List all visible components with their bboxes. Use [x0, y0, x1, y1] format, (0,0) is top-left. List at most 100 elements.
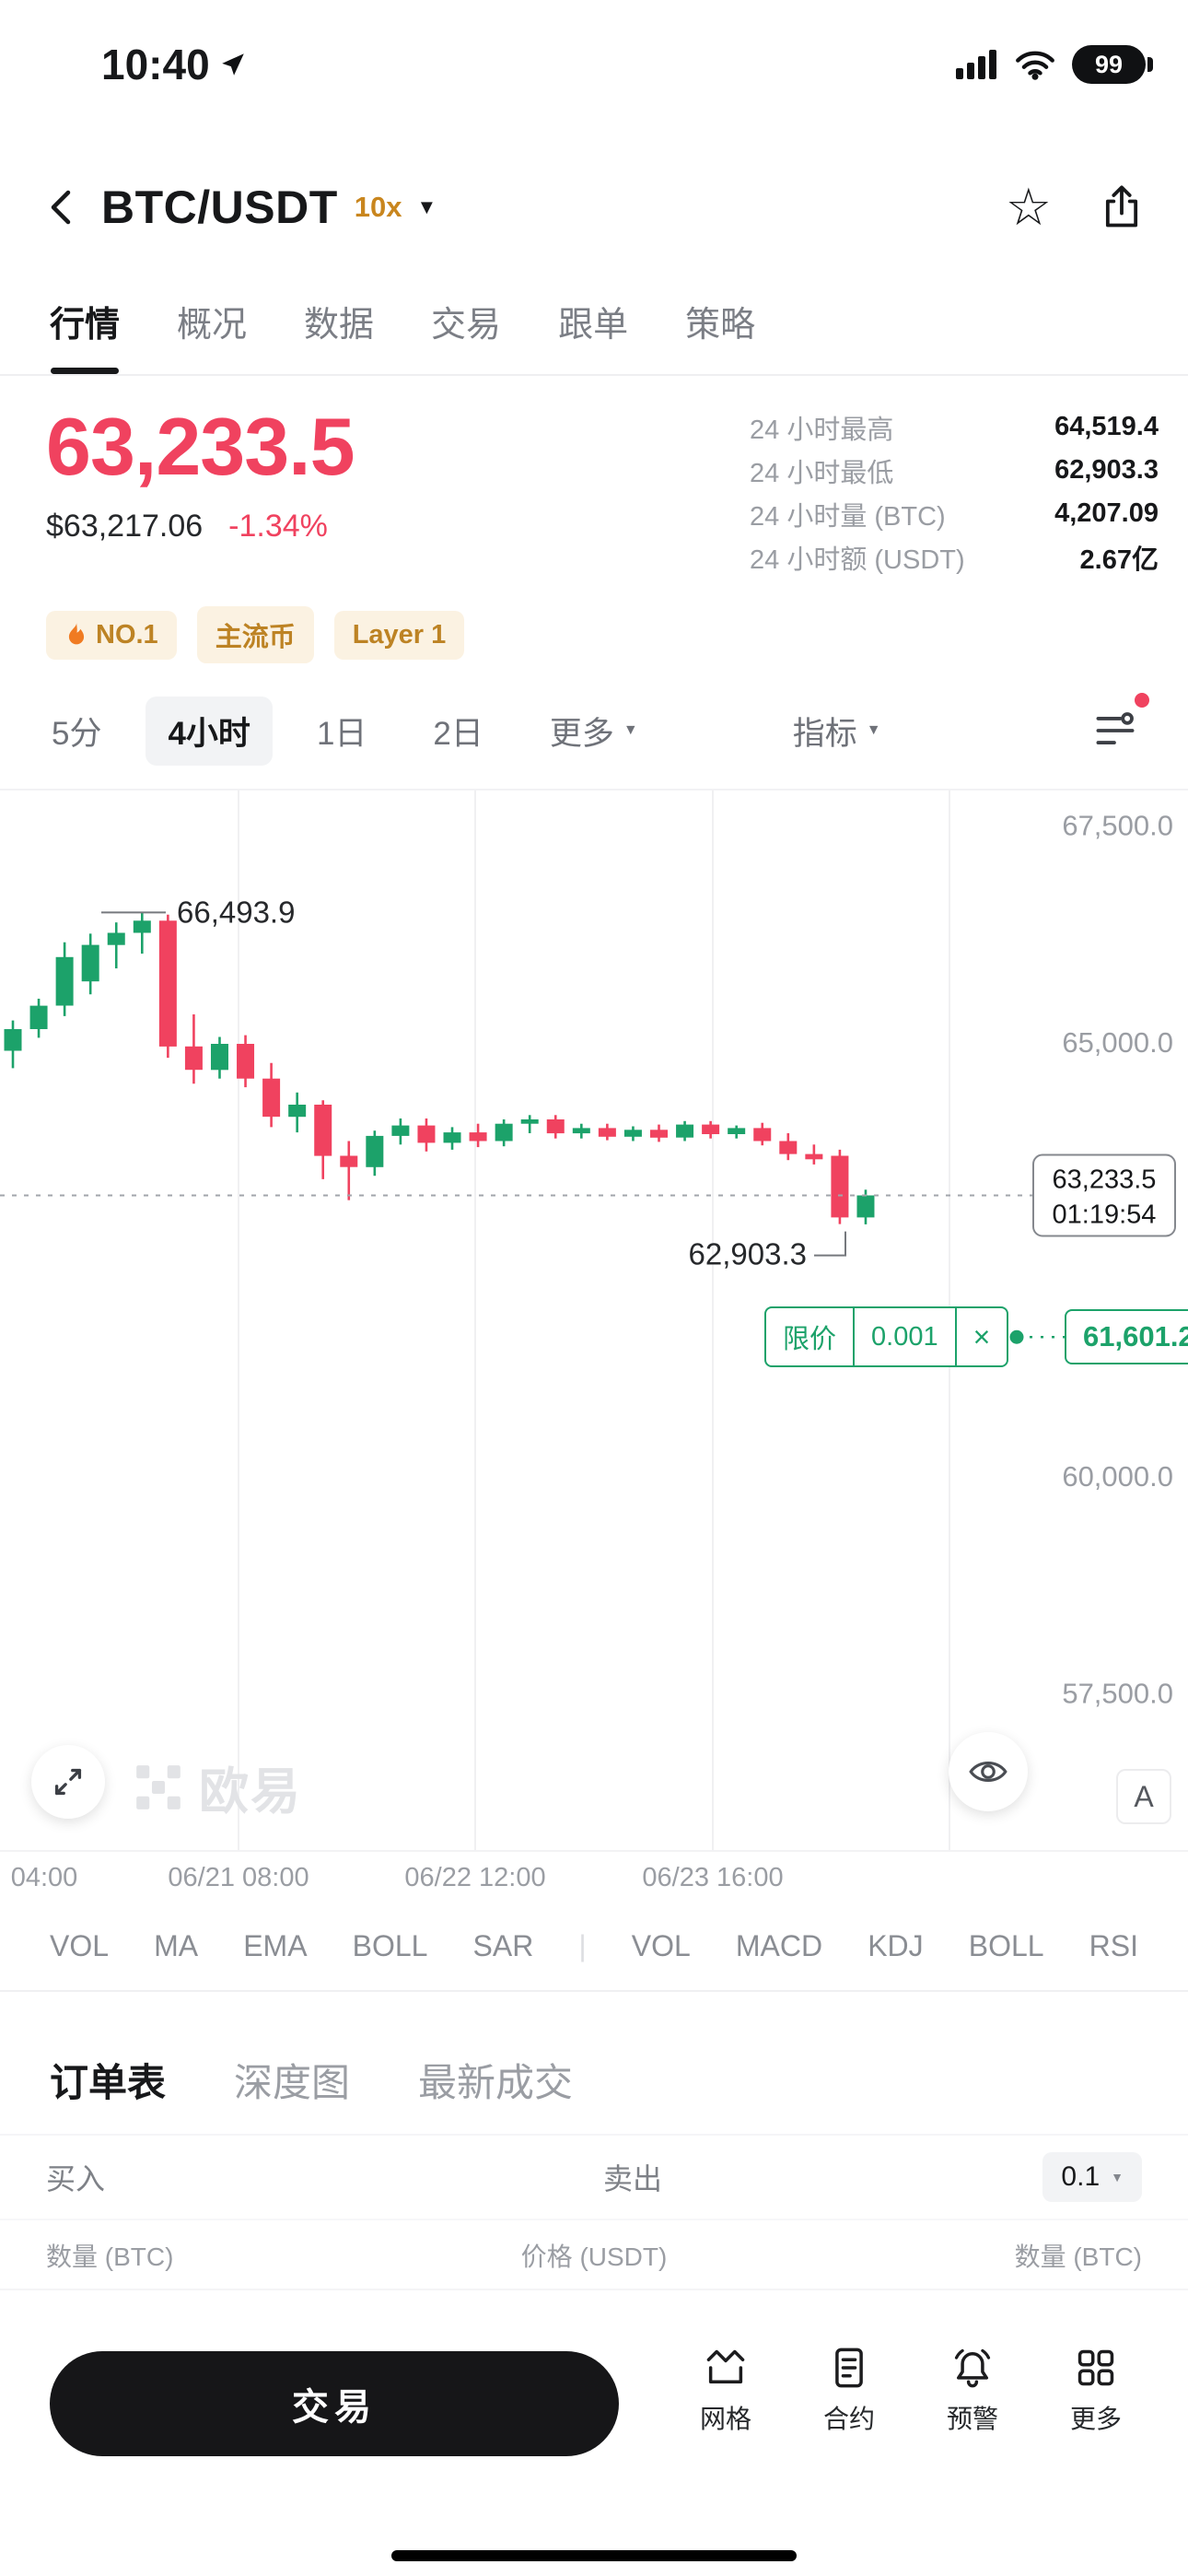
cellular-signal-icon	[956, 50, 998, 79]
alert-bell-icon	[950, 2346, 995, 2390]
indicator-ema[interactable]: EMA	[243, 1928, 308, 1962]
order-price-tag[interactable]: 61,601.2	[1065, 1309, 1188, 1365]
pair-dropdown-icon[interactable]: ▼	[416, 195, 437, 218]
tab-depth-chart[interactable]: 深度图	[234, 2060, 351, 2104]
indicator-kdj[interactable]: KDJ	[868, 1928, 924, 1962]
tick-size-value: 0.1	[1061, 2161, 1101, 2192]
indicator-boll-main[interactable]: BOLL	[352, 1928, 428, 1962]
svg-text:57,500.0: 57,500.0	[1062, 1678, 1173, 1710]
chevron-down-icon: ▼	[866, 722, 881, 738]
category-badge-layer1[interactable]: Layer 1	[333, 610, 465, 660]
chart-canvas[interactable]: 67,500.0 65,000.0 60,000.0 57,500.0 66,493.9…	[0, 790, 1188, 1850]
share-icon[interactable]	[1100, 183, 1144, 231]
trade-button[interactable]: 交易	[50, 2351, 619, 2456]
tab-quotes[interactable]: 行情	[50, 267, 120, 374]
home-indicator[interactable]	[391, 2550, 797, 2561]
leverage-badge: 10x	[354, 191, 402, 223]
indicator-vol-sub[interactable]: VOL	[631, 1928, 691, 1962]
tab-data[interactable]: 数据	[304, 305, 375, 345]
tab-order-book[interactable]: 订单表	[50, 2060, 167, 2104]
fullscreen-chart-button[interactable]	[31, 1745, 105, 1819]
alert-label: 预警	[946, 2405, 998, 2433]
stat-value: 62,903.3	[1054, 455, 1159, 485]
tab-overview[interactable]: 概况	[177, 305, 248, 345]
timeframe-bar: 5分 4小时 1日 2日 更多 ▼ 指标 ▼	[0, 673, 1188, 790]
24h-stats: 24 小时最高 64,519.4 24 小时最低 62,903.3 24 小时量 (…	[750, 405, 1159, 597]
header: BTC/USDT 10x ▼ ☆	[0, 111, 1188, 267]
favorite-star-icon[interactable]: ☆	[1005, 178, 1052, 236]
tf-more-label: 更多	[549, 715, 614, 752]
indicator-quick-bar: VOL MA EMA BOLL SAR | VOL MACD KDJ BOLL …	[0, 1902, 1188, 1990]
tab-recent-trades[interactable]: 最新成交	[418, 2060, 574, 2104]
indicator-sar[interactable]: SAR	[472, 1928, 534, 1962]
order-type-label: 限价	[783, 1325, 837, 1355]
bottom-action-bar: 交易 网格 合约	[0, 2290, 1188, 2576]
pair-title[interactable]: BTC/USDT	[101, 181, 338, 233]
alert-button[interactable]: 预警	[917, 2346, 1028, 2436]
indicator-dropdown[interactable]: 指标 ▼	[793, 708, 881, 755]
back-button[interactable]	[37, 181, 88, 233]
grid-trading-label: 网格	[699, 2405, 751, 2433]
contract-label: 合约	[822, 2405, 875, 2433]
tf-more-dropdown[interactable]: 更多 ▼	[550, 708, 638, 755]
tf-2d[interactable]: 2日	[433, 715, 483, 752]
tab-strategy[interactable]: 策略	[685, 305, 756, 345]
more-grid-icon	[1074, 2346, 1118, 2390]
auto-scale-badge[interactable]: A	[1116, 1769, 1171, 1824]
stat-value: 4,207.09	[1054, 498, 1159, 528]
stat-label: 24 小时量 (BTC)	[750, 501, 946, 532]
indicator-boll-sub[interactable]: BOLL	[968, 1928, 1044, 1962]
open-order-widget[interactable]: 限价 0.001 ×	[764, 1306, 1009, 1368]
divider: |	[578, 1928, 587, 1962]
watermark-text: 欧易	[199, 1764, 302, 1820]
indicator-rsi[interactable]: RSI	[1089, 1928, 1138, 1962]
candlestick-chart[interactable]: 67,500.0 65,000.0 60,000.0 57,500.0 66,493.9…	[0, 790, 1188, 1902]
tf-1d[interactable]: 1日	[316, 715, 367, 752]
notification-dot	[1135, 693, 1149, 708]
visibility-toggle-button[interactable]	[949, 1732, 1028, 1811]
chart-x-axis: 04:00 06/21 08:00 06/22 12:00 06/23 16:00	[0, 1850, 1188, 1902]
tf-4h[interactable]: 4小时	[146, 696, 273, 766]
tab-copy-trading[interactable]: 跟单	[558, 305, 629, 345]
x-axis-label: 04:00	[10, 1863, 78, 1892]
chart-settings-button[interactable]	[1083, 693, 1149, 763]
okx-logo-icon	[134, 1763, 182, 1811]
orderbook-tabs: 订单表 深度图 最新成交	[0, 2025, 1188, 2134]
indicator-vol-main[interactable]: VOL	[50, 1928, 110, 1962]
tf-5min[interactable]: 5分	[52, 715, 102, 752]
sell-side-label: 卖出	[603, 2162, 663, 2195]
indicator-macd[interactable]: MACD	[735, 1928, 823, 1962]
category-badge-mainstream[interactable]: 主流币	[196, 606, 314, 663]
chevron-down-icon: ▼	[623, 722, 638, 738]
chevron-down-icon: ▼	[1111, 2170, 1124, 2184]
contract-icon	[827, 2346, 871, 2390]
more-button[interactable]: 更多	[1041, 2346, 1151, 2436]
location-arrow-icon	[219, 51, 247, 78]
indicator-ma[interactable]: MA	[154, 1928, 199, 1962]
col-amount-left: 数量 (BTC)	[46, 2242, 174, 2271]
contract-button[interactable]: 合约	[794, 2346, 904, 2436]
orderbook-side-header: 买入 卖出 0.1 ▼	[0, 2134, 1188, 2219]
stat-label: 24 小时最低	[750, 458, 894, 488]
divider	[0, 1990, 1188, 1992]
clock: 10:40	[101, 41, 210, 88]
rank-badge-label: NO.1	[96, 619, 158, 650]
tab-trade[interactable]: 交易	[431, 305, 502, 345]
svg-text:63,233.5: 63,233.5	[1053, 1165, 1157, 1195]
rank-badge[interactable]: NO.1	[46, 610, 177, 660]
indicator-label: 指标	[792, 715, 857, 752]
status-bar: 10:40 99	[0, 0, 1188, 111]
col-amount-right: 数量 (BTC)	[1014, 2242, 1142, 2271]
more-label: 更多	[1069, 2405, 1122, 2433]
order-quantity: 0.001	[853, 1308, 955, 1366]
col-price: 价格 (USDT)	[520, 2242, 668, 2271]
market-nav-tabs: 行情 概况 数据 交易 跟单 策略	[0, 267, 1188, 376]
cancel-order-icon[interactable]: ×	[954, 1308, 1007, 1366]
stat-value: 2.67亿	[1079, 544, 1159, 575]
tick-size-select[interactable]: 0.1 ▼	[1042, 2152, 1142, 2202]
wifi-icon	[1015, 49, 1055, 80]
svg-text:60,000.0: 60,000.0	[1062, 1460, 1173, 1493]
grid-trading-button[interactable]: 网格	[670, 2346, 781, 2436]
x-axis-label: 06/21 08:00	[168, 1863, 309, 1892]
x-axis-label: 06/22 12:00	[404, 1863, 546, 1892]
